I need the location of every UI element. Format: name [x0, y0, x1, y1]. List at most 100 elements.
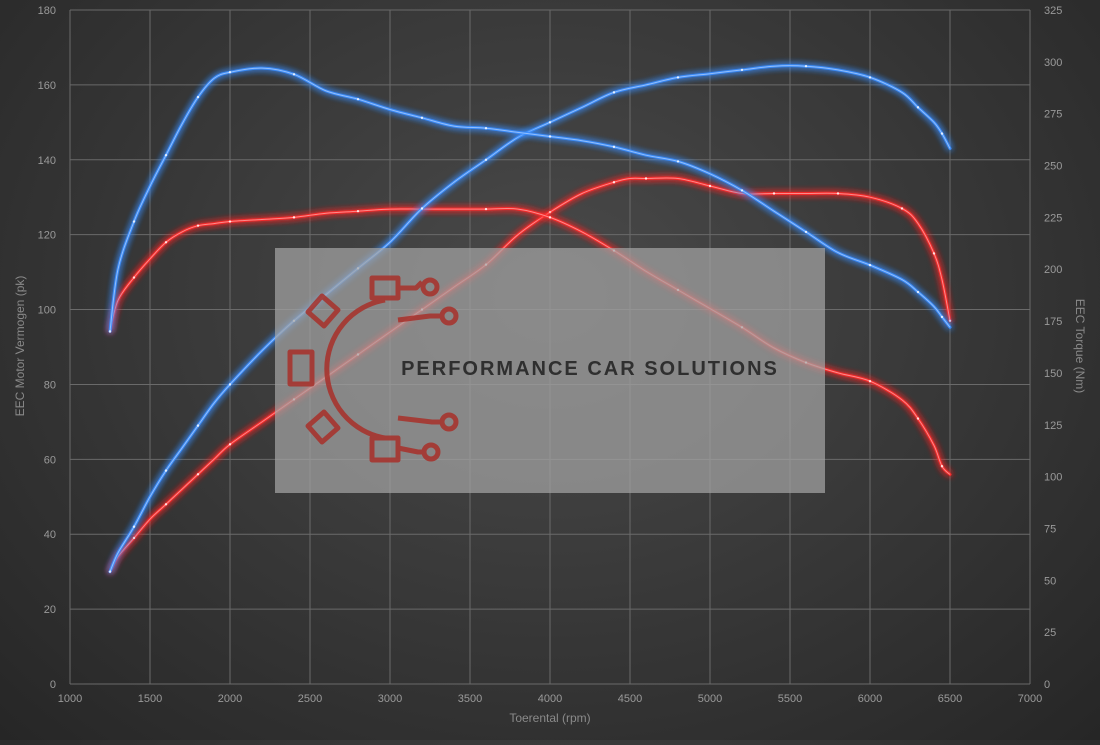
x-tick-label: 1500: [138, 693, 162, 705]
data-point: [940, 465, 944, 468]
data-point: [164, 153, 168, 157]
data-point: [708, 184, 712, 188]
data-point: [948, 319, 952, 322]
x-tick-label: 5000: [698, 693, 722, 705]
y-left-tick-label: 60: [44, 454, 56, 466]
y-right-tick-label: 325: [1044, 5, 1062, 17]
data-point: [548, 135, 552, 138]
y-left-tick-label: 140: [38, 155, 56, 167]
y-right-tick-label: 0: [1044, 679, 1050, 691]
y-left-tick-label: 40: [44, 529, 56, 541]
data-point: [108, 330, 112, 333]
data-point: [196, 224, 200, 227]
data-point: [916, 290, 920, 294]
data-point: [916, 106, 920, 109]
data-point: [644, 177, 648, 180]
x-tick-label: 2500: [298, 693, 322, 705]
axis-ticks: 1000 1500 2000 2500 3000 3500 4000 4500 5000 5500…: [38, 5, 1063, 705]
y-right-tick-label: 50: [1044, 575, 1056, 587]
data-point: [484, 158, 488, 161]
y-right-tick-label: 250: [1044, 161, 1062, 173]
data-point: [420, 207, 424, 210]
watermark-text: PERFORMANCE CAR SOLUTIONS: [401, 358, 779, 380]
data-point: [612, 91, 616, 94]
data-point: [612, 181, 616, 184]
data-point: [484, 207, 488, 211]
y-right-tick-label: 125: [1044, 420, 1062, 432]
data-point: [292, 216, 296, 219]
y-left-tick-label: 0: [50, 679, 56, 691]
data-point: [868, 380, 872, 383]
data-point: [196, 95, 200, 99]
data-point: [132, 220, 136, 223]
data-point: [228, 443, 232, 446]
data-point: [836, 192, 840, 195]
data-point: [196, 424, 200, 427]
data-point: [916, 417, 920, 420]
x-tick-label: 4000: [538, 693, 562, 705]
data-point: [740, 68, 744, 72]
data-point: [196, 473, 200, 476]
y-right-tick-label: 200: [1044, 264, 1062, 276]
data-point: [132, 525, 136, 528]
data-point: [940, 132, 944, 135]
y-axis-right-title: EEC Torque (Nm): [1073, 299, 1087, 393]
watermark: PERFORMANCE CAR SOLUTIONS: [275, 248, 825, 493]
data-point: [940, 315, 944, 319]
data-point: [772, 192, 776, 195]
y-right-tick-label: 100: [1044, 472, 1062, 484]
blue-torque-line-highlight: [109, 67, 951, 332]
y-right-tick-label: 150: [1044, 368, 1062, 380]
y-left-tick-label: 100: [38, 305, 56, 317]
y-left-tick-label: 80: [44, 379, 56, 391]
data-point: [356, 209, 360, 213]
y-left-tick-label: 180: [38, 5, 56, 17]
x-tick-label: 3500: [458, 693, 482, 705]
data-point: [292, 73, 296, 76]
data-point: [676, 76, 680, 79]
data-point: [132, 276, 136, 279]
y-right-tick-label: 75: [1044, 523, 1056, 535]
red-torque-line-highlight: [109, 207, 951, 475]
data-point: [900, 207, 904, 210]
y-axis-left-title: EEC Motor Vermogen (pk): [13, 276, 27, 417]
y-right-tick-label: 300: [1044, 57, 1062, 69]
x-tick-label: 7000: [1018, 693, 1042, 705]
x-tick-label: 6500: [938, 693, 962, 705]
y-left-tick-label: 160: [38, 80, 56, 92]
watermark-box: [275, 248, 825, 493]
data-point: [612, 145, 616, 149]
data-point: [356, 97, 360, 101]
data-point: [676, 160, 680, 163]
y-left-tick-label: 120: [38, 230, 56, 242]
x-tick-label: 5500: [778, 693, 802, 705]
x-tick-label: 4500: [618, 693, 642, 705]
data-point: [740, 189, 744, 192]
data-point: [868, 263, 872, 267]
data-point: [548, 211, 552, 214]
x-tick-label: 3000: [378, 693, 402, 705]
x-axis-title: Toerental (rpm): [509, 711, 590, 725]
data-point: [228, 383, 232, 386]
y-right-tick-label: 225: [1044, 212, 1062, 224]
data-point: [868, 76, 872, 79]
data-point: [484, 127, 488, 130]
data-point: [228, 220, 232, 223]
data-point: [164, 469, 168, 472]
blue-power-line-highlight: [109, 65, 951, 572]
y-left-tick-label: 20: [44, 604, 56, 616]
data-point: [108, 570, 112, 573]
data-point: [228, 71, 232, 74]
x-tick-label: 2000: [218, 693, 242, 705]
data-point: [804, 64, 808, 68]
y-right-tick-label: 175: [1044, 316, 1062, 328]
y-right-tick-label: 275: [1044, 109, 1062, 121]
data-point: [548, 216, 552, 219]
data-point: [164, 241, 168, 244]
data-point: [804, 230, 808, 234]
data-point: [932, 252, 936, 255]
data-point: [420, 116, 424, 120]
x-tick-label: 1000: [58, 693, 82, 705]
